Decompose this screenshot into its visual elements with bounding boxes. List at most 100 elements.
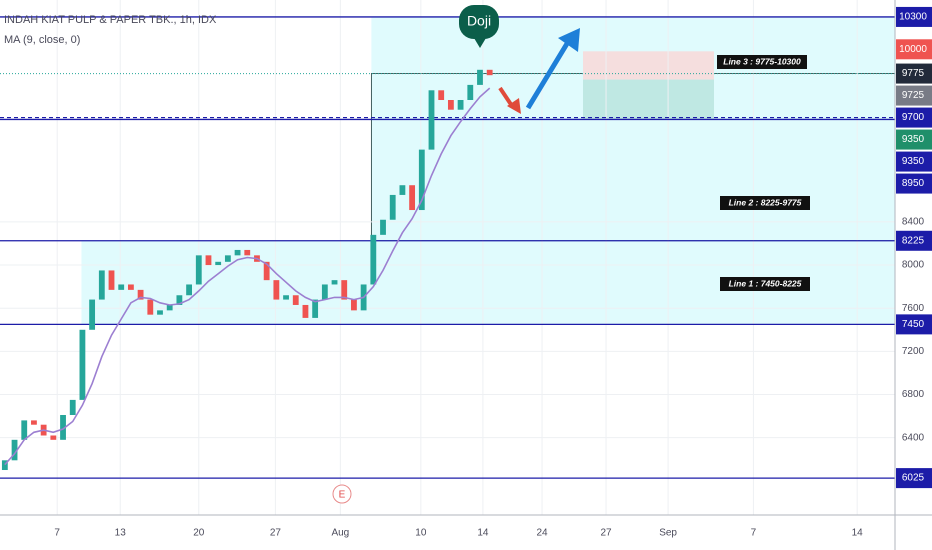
candle-body [195, 255, 202, 285]
candle-body [477, 69, 483, 85]
x-tick-label: 20 [193, 528, 205, 539]
zone-label: Line 3 : 9775-10300 [723, 56, 801, 66]
candle-body [428, 90, 435, 150]
price-label: 9725 [902, 90, 925, 101]
y-tick-label: 6400 [902, 432, 925, 443]
price-label-bg [896, 468, 932, 489]
zone-label: Line 2 : 8225-9775 [729, 197, 802, 207]
arrow-head [558, 28, 580, 52]
price-label-bg [896, 230, 932, 251]
candle-body [273, 280, 280, 300]
candle-body [31, 420, 37, 425]
candle-body [321, 284, 328, 300]
event-label: E [339, 490, 346, 501]
chart-subtitle: MA (9, close, 0) [4, 34, 80, 46]
annotation: Doji [467, 13, 491, 29]
price-label-bg [896, 63, 932, 84]
y-tick-label: 7600 [902, 303, 925, 314]
price-label: 8225 [902, 235, 925, 246]
candle-body [60, 414, 66, 440]
candle-body [224, 255, 231, 262]
candle-body [137, 289, 144, 300]
candle-body [69, 399, 76, 415]
candle-body [370, 234, 377, 285]
x-tick-label: 7 [751, 528, 757, 539]
x-tick-label: 24 [536, 528, 548, 539]
event-marker[interactable] [332, 484, 352, 504]
candle-body [331, 280, 338, 285]
price-label: 6025 [902, 473, 925, 484]
candle-body [166, 304, 173, 311]
candle-body [1, 460, 8, 471]
y-tick-label: 8400 [902, 217, 925, 228]
candle-body [389, 194, 396, 220]
candle-body [447, 100, 454, 110]
candle-body [467, 84, 474, 101]
y-tick-label: 7200 [902, 346, 925, 357]
candle-body [244, 249, 251, 256]
price-label-bg [896, 151, 932, 172]
price-label-bg [896, 6, 932, 27]
zone-label-bg [717, 55, 807, 69]
x-tick-label: 27 [600, 528, 612, 539]
candle-body [176, 295, 183, 305]
candle-body [418, 149, 425, 211]
annotation-bubble [459, 5, 499, 39]
candle-body [234, 249, 241, 256]
zone-label-bg [720, 277, 810, 291]
price-label-bg [896, 107, 932, 128]
candle-body [292, 295, 299, 305]
price-label: 9775 [902, 68, 925, 79]
price-label: 10000 [899, 44, 927, 55]
x-tick-label: 13 [115, 528, 127, 539]
grid [0, 0, 895, 515]
axes: 6400 6800 7200 7600 8000 8400 7 13 20 27 Aug 10 14 24… [54, 6, 932, 539]
x-tick-label: Aug [331, 528, 349, 539]
candle-body [399, 185, 406, 195]
arrow-down [498, 86, 514, 108]
target-box [583, 51, 714, 80]
price-label-bg [896, 129, 932, 150]
candle-body [302, 304, 309, 318]
zone-label: Line 1 : 7450-8225 [729, 278, 802, 288]
ma-line [4, 87, 491, 466]
candle-body [312, 299, 319, 318]
y-tick-label: 8000 [902, 260, 925, 271]
candle-body [118, 284, 125, 290]
x-tick-label: 14 [852, 528, 864, 539]
price-label: 8950 [902, 178, 925, 189]
x-tick-label: 10 [415, 528, 427, 539]
price-label: 10300 [899, 12, 927, 23]
candle-body [263, 261, 270, 281]
price-label-bg [896, 314, 932, 335]
candle-body [21, 420, 28, 440]
candle-body [108, 270, 115, 290]
zone-label-bg [720, 196, 810, 210]
price-label: 7450 [902, 319, 925, 330]
x-tick-label: 7 [54, 528, 60, 539]
price-label: 9350 [902, 134, 925, 145]
candle-body [283, 295, 289, 300]
candle-body [341, 280, 348, 300]
price-label: 9700 [902, 112, 925, 123]
chart-title: INDAH KIAT PULP & PAPER TBK., 1h, IDX [4, 14, 217, 26]
price-label-bg [896, 173, 932, 194]
candle-body [409, 185, 416, 211]
candle-body [147, 299, 154, 315]
candle-body [89, 299, 96, 330]
arrow-up [525, 40, 571, 110]
arrow-head [507, 98, 521, 114]
candle-body [486, 69, 493, 76]
price-label-bg [896, 39, 932, 60]
annotation-pointer [474, 38, 486, 48]
candle-body [380, 219, 386, 235]
candle-body [127, 284, 134, 290]
x-tick-label: 14 [477, 528, 489, 539]
candle-body [438, 90, 445, 101]
stop-box [583, 79, 714, 120]
x-tick-label: Sep [659, 528, 677, 539]
y-tick-label: 6800 [902, 389, 925, 400]
candle-body [205, 255, 212, 266]
